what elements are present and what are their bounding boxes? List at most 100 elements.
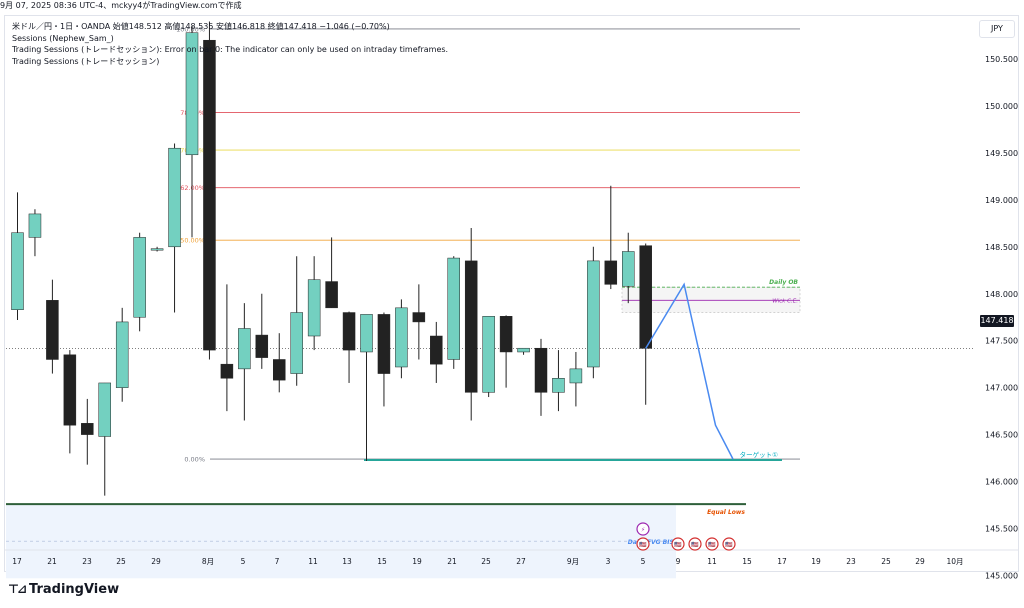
x-axis-tick: 13 bbox=[342, 557, 352, 566]
economic-event-glyph: 🇺🇸 bbox=[691, 541, 699, 549]
economic-event-glyph: 🇺🇸 bbox=[708, 541, 716, 549]
x-axis-tick: 29 bbox=[915, 557, 925, 566]
candle-body bbox=[63, 354, 77, 426]
x-axis-tick: 15 bbox=[742, 557, 752, 566]
indicator-trading-sessions[interactable]: Trading Sessions (トレードセッション) bbox=[12, 56, 160, 66]
x-axis-tick: 23 bbox=[846, 557, 856, 566]
chart-legend: 米ドル／円・1日・OANDA 始値148.512 高値148.535 安値146… bbox=[12, 21, 448, 67]
candle-body bbox=[395, 307, 408, 368]
candle-body bbox=[255, 334, 269, 358]
x-axis-tick: 11 bbox=[707, 557, 717, 566]
candle-body bbox=[11, 232, 24, 310]
x-axis-tick: 15 bbox=[377, 557, 387, 566]
candle-body bbox=[290, 312, 303, 374]
x-axis-tick: 5 bbox=[641, 557, 646, 566]
indicator-sessions[interactable]: Sessions (Nephew_Sam_) bbox=[12, 33, 114, 43]
x-axis-tick: 9 bbox=[676, 557, 681, 566]
candle-body bbox=[412, 312, 426, 323]
daily-ob-label: Daily OB bbox=[769, 279, 798, 286]
x-axis-tick: 19 bbox=[412, 557, 422, 566]
wick-ce-label: Wick C.E. bbox=[772, 298, 798, 304]
x-axis-tick: 10月 bbox=[946, 557, 963, 566]
tradingview-logo-icon: ⊤⊿ bbox=[8, 582, 27, 596]
economic-event-icon bbox=[636, 522, 650, 536]
economic-event-glyph: 🇺🇸 bbox=[639, 541, 647, 549]
tradingview-wordmark: TradingView bbox=[29, 581, 120, 597]
fib-level-label: 0.00% bbox=[184, 456, 205, 464]
candle-body bbox=[307, 279, 321, 337]
x-axis-tick: 3 bbox=[606, 557, 611, 566]
candle-body bbox=[377, 314, 391, 374]
y-axis-tick: 150.500 bbox=[985, 55, 1018, 64]
y-axis-tick: 147.500 bbox=[985, 337, 1018, 346]
y-axis-tick: 149.500 bbox=[985, 149, 1018, 158]
y-axis-tick: 145.000 bbox=[985, 571, 1018, 580]
candle-body bbox=[342, 312, 356, 351]
economic-event-icon bbox=[722, 537, 736, 551]
x-axis-tick: 17 bbox=[12, 557, 22, 566]
economic-event-glyph: 🇺🇸 bbox=[725, 541, 733, 549]
y-axis-tick: 148.000 bbox=[985, 290, 1018, 299]
candle-body bbox=[464, 260, 478, 393]
candle-body bbox=[46, 300, 59, 360]
x-axis-tick: 27 bbox=[516, 557, 526, 566]
candle-body bbox=[168, 147, 181, 248]
economic-event-icon bbox=[705, 537, 719, 551]
indicator-trading-sessions-error[interactable]: Trading Sessions (トレードセッション): Error on b… bbox=[12, 45, 449, 54]
fib-level-label: 50.00% bbox=[180, 237, 205, 245]
x-axis-tick: 25 bbox=[481, 557, 491, 566]
x-axis-tick: 7 bbox=[275, 557, 280, 566]
current-price-badge: 147.418 bbox=[980, 315, 1014, 327]
candle-body bbox=[115, 321, 129, 388]
projection-path bbox=[645, 282, 734, 460]
x-axis-tick: 29 bbox=[151, 557, 161, 566]
fib-level-label: 62.00% bbox=[180, 184, 205, 192]
candle-body bbox=[430, 335, 443, 365]
x-axis-tick: 25 bbox=[881, 557, 891, 566]
candle-body bbox=[517, 347, 530, 353]
x-axis-tick: 21 bbox=[47, 557, 57, 566]
candle-body bbox=[604, 260, 618, 285]
candle-body bbox=[587, 260, 600, 368]
y-axis-tick: 146.000 bbox=[985, 478, 1018, 487]
economic-event-glyph: ⚡ bbox=[641, 527, 645, 534]
symbol-ohlc-line: 米ドル／円・1日・OANDA 始値148.512 高値148.535 安値146… bbox=[12, 22, 390, 31]
candle-body bbox=[447, 257, 460, 360]
candle-body bbox=[534, 347, 548, 393]
currency-button[interactable]: JPY bbox=[979, 20, 1015, 38]
fib-level-label: 100.00% bbox=[176, 25, 205, 33]
y-axis-tick: 149.000 bbox=[985, 196, 1018, 205]
candle-body bbox=[185, 32, 199, 156]
x-axis-tick: 21 bbox=[447, 557, 457, 566]
candle-body bbox=[150, 248, 164, 251]
x-axis-tick: 25 bbox=[116, 557, 126, 566]
x-axis-tick: 23 bbox=[82, 557, 92, 566]
candle-body bbox=[81, 423, 94, 435]
x-axis-tick: 8月 bbox=[202, 557, 214, 566]
x-axis-tick: 9月 bbox=[567, 557, 579, 566]
candle-body bbox=[325, 281, 338, 309]
candle-body bbox=[203, 39, 216, 351]
candle-body bbox=[98, 382, 111, 437]
tradingview-brand[interactable]: ⊤⊿ TradingView bbox=[8, 580, 119, 598]
y-axis-tick: 147.000 bbox=[985, 384, 1018, 393]
candle-body bbox=[552, 378, 565, 393]
y-axis-tick: 150.000 bbox=[985, 102, 1018, 111]
candle-body bbox=[133, 237, 146, 318]
candle-body bbox=[639, 245, 652, 349]
x-axis-tick: 5 bbox=[241, 557, 246, 566]
candle-body bbox=[622, 251, 635, 287]
x-axis-tick: 11 bbox=[308, 557, 318, 566]
x-axis-tick: 17 bbox=[777, 557, 787, 566]
economic-event-icon bbox=[671, 537, 685, 551]
candle-body bbox=[499, 316, 513, 353]
x-axis-tick: 19 bbox=[811, 557, 821, 566]
chart-snapshot-caption: 9月 07, 2025 08:36 UTC-4、mckyy4がTradingVi… bbox=[0, 1, 242, 10]
candle-body bbox=[360, 314, 373, 353]
candle-body bbox=[28, 213, 42, 238]
candle-body bbox=[482, 316, 495, 393]
economic-event-icon bbox=[636, 537, 650, 551]
y-axis-tick: 146.500 bbox=[985, 431, 1018, 440]
daily-fvg-zone bbox=[6, 504, 676, 579]
